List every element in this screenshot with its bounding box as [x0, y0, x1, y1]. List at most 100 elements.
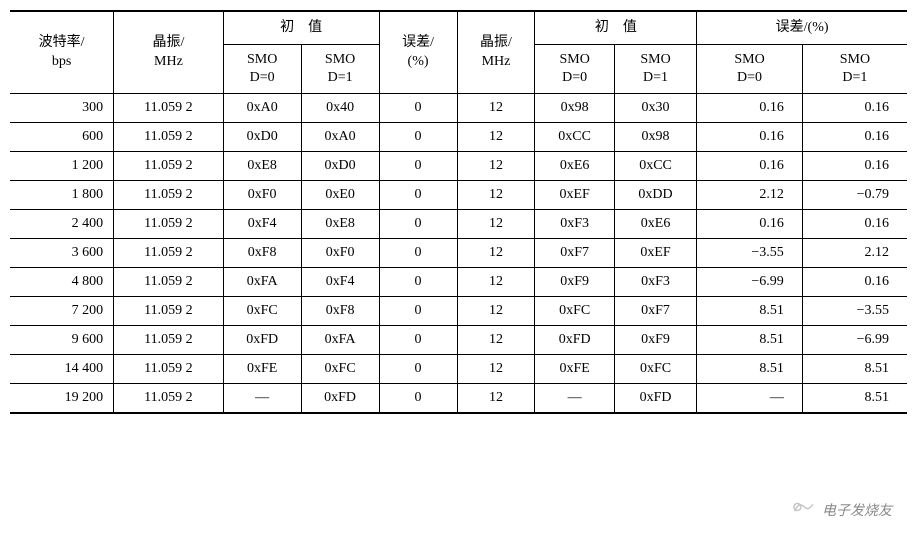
cell-init2-smod1: 0xDD	[614, 180, 696, 209]
cell-xtal1: 11.059 2	[114, 383, 224, 413]
cell-err1: 0	[379, 267, 457, 296]
header-xtal-2: 晶振/MHz	[457, 11, 535, 93]
cell-xtal2: 12	[457, 151, 535, 180]
cell-init1-smod1: 0xFA	[301, 325, 379, 354]
cell-init1-smod1: 0xE8	[301, 209, 379, 238]
header-error-2: 误差/(%)	[697, 11, 907, 44]
cell-xtal2: 12	[457, 122, 535, 151]
cell-init1-smod0: 0xD0	[223, 122, 301, 151]
cell-init2-smod1: 0xE6	[614, 209, 696, 238]
header-initial-2-text: 初 值	[595, 20, 637, 35]
cell-err1: 0	[379, 151, 457, 180]
cell-init2-smod1: 0xFD	[614, 383, 696, 413]
cell-err1: 0	[379, 325, 457, 354]
cell-init1-smod1: 0xFC	[301, 354, 379, 383]
header-initial-1-text: 初 值	[280, 20, 322, 35]
table-row: 4 80011.059 20xFA0xF40120xF90xF3−6.990.1…	[10, 267, 907, 296]
cell-baud: 3 600	[10, 238, 114, 267]
cell-baud: 7 200	[10, 296, 114, 325]
table-row: 1 20011.059 20xE80xD00120xE60xCC0.160.16	[10, 151, 907, 180]
cell-baud: 9 600	[10, 325, 114, 354]
header-xtal-1: 晶振/MHz	[114, 11, 224, 93]
watermark: 电子发烧友	[789, 497, 892, 522]
cell-xtal2: 12	[457, 267, 535, 296]
watermark-text: 电子发烧友	[822, 500, 892, 520]
table-row: 1 80011.059 20xF00xE00120xEF0xDD2.12−0.7…	[10, 180, 907, 209]
cell-init2-smod0: 0xEF	[535, 180, 614, 209]
baud-rate-table: 波特率/bps 晶振/MHz 初 值 误差/(%) 晶振/MHz 初 值 误差/…	[10, 10, 907, 414]
cell-init1-smod1: 0xF0	[301, 238, 379, 267]
cell-err1: 0	[379, 383, 457, 413]
cell-init1-smod0: 0xFC	[223, 296, 301, 325]
cell-xtal1: 11.059 2	[114, 93, 224, 122]
cell-err2-smod1: 8.51	[802, 383, 907, 413]
cell-init2-smod0: 0xFD	[535, 325, 614, 354]
cell-init1-smod0: 0xFD	[223, 325, 301, 354]
cell-init1-smod0: 0xF4	[223, 209, 301, 238]
header-initial-1: 初 值	[223, 11, 379, 44]
cell-init1-smod1: 0x40	[301, 93, 379, 122]
table-row: 60011.059 20xD00xA00120xCC0x980.160.16	[10, 122, 907, 151]
cell-err2-smod1: −6.99	[802, 325, 907, 354]
cell-init1-smod1: 0xF4	[301, 267, 379, 296]
cell-init2-smod0: 0xE6	[535, 151, 614, 180]
table-row: 9 60011.059 20xFD0xFA0120xFD0xF98.51−6.9…	[10, 325, 907, 354]
cell-err2-smod0: −3.55	[697, 238, 803, 267]
cell-init1-smod0: —	[223, 383, 301, 413]
table-body: 30011.059 20xA00x400120x980x300.160.1660…	[10, 93, 907, 413]
cell-init2-smod1: 0xF9	[614, 325, 696, 354]
cell-err2-smod0: —	[697, 383, 803, 413]
header-baud: 波特率/bps	[10, 11, 114, 93]
cell-init1-smod0: 0xF8	[223, 238, 301, 267]
cell-err1: 0	[379, 354, 457, 383]
cell-err2-smod1: 8.51	[802, 354, 907, 383]
cell-xtal2: 12	[457, 325, 535, 354]
cell-xtal2: 12	[457, 209, 535, 238]
header-init2-smod1: SMOD=1	[614, 44, 696, 93]
header-baud-text: 波特率/bps	[39, 35, 85, 70]
cell-err1: 0	[379, 180, 457, 209]
cell-init2-smod1: 0xF7	[614, 296, 696, 325]
cell-init2-smod1: 0x98	[614, 122, 696, 151]
header-error-1-text: 误差/(%)	[402, 35, 434, 70]
cell-err2-smod1: −3.55	[802, 296, 907, 325]
cell-xtal1: 11.059 2	[114, 296, 224, 325]
cell-baud: 14 400	[10, 354, 114, 383]
cell-xtal2: 12	[457, 383, 535, 413]
cell-err2-smod0: 0.16	[697, 122, 803, 151]
cell-init1-smod1: 0xF8	[301, 296, 379, 325]
cell-baud: 4 800	[10, 267, 114, 296]
header-err2-smod1: SMOD=1	[802, 44, 907, 93]
cell-init2-smod1: 0xF3	[614, 267, 696, 296]
cell-xtal1: 11.059 2	[114, 151, 224, 180]
table-row: 30011.059 20xA00x400120x980x300.160.16	[10, 93, 907, 122]
cell-init2-smod0: 0xF3	[535, 209, 614, 238]
header-init1-smod0: SMOD=0	[223, 44, 301, 93]
cell-xtal1: 11.059 2	[114, 122, 224, 151]
header-xtal-1-text: 晶振/MHz	[152, 35, 184, 70]
table-row: 7 20011.059 20xFC0xF80120xFC0xF78.51−3.5…	[10, 296, 907, 325]
cell-err2-smod1: 0.16	[802, 122, 907, 151]
cell-baud: 600	[10, 122, 114, 151]
cell-init2-smod1: 0xCC	[614, 151, 696, 180]
cell-xtal2: 12	[457, 354, 535, 383]
table-row: 2 40011.059 20xF40xE80120xF30xE60.160.16	[10, 209, 907, 238]
cell-xtal2: 12	[457, 180, 535, 209]
cell-err1: 0	[379, 209, 457, 238]
table-header: 波特率/bps 晶振/MHz 初 值 误差/(%) 晶振/MHz 初 值 误差/…	[10, 11, 907, 93]
cell-err2-smod0: 8.51	[697, 296, 803, 325]
cell-err2-smod0: 8.51	[697, 325, 803, 354]
cell-init2-smod1: 0xFC	[614, 354, 696, 383]
cell-init1-smod0: 0xF0	[223, 180, 301, 209]
cell-err2-smod1: 0.16	[802, 209, 907, 238]
cell-err2-smod1: 0.16	[802, 151, 907, 180]
cell-err1: 0	[379, 296, 457, 325]
table-row: 3 60011.059 20xF80xF00120xF70xEF−3.552.1…	[10, 238, 907, 267]
cell-err2-smod1: −0.79	[802, 180, 907, 209]
header-error-1: 误差/(%)	[379, 11, 457, 93]
cell-err1: 0	[379, 238, 457, 267]
cell-err1: 0	[379, 93, 457, 122]
table-row: 14 40011.059 20xFE0xFC0120xFE0xFC8.518.5…	[10, 354, 907, 383]
cell-init1-smod0: 0xE8	[223, 151, 301, 180]
cell-err2-smod1: 0.16	[802, 267, 907, 296]
